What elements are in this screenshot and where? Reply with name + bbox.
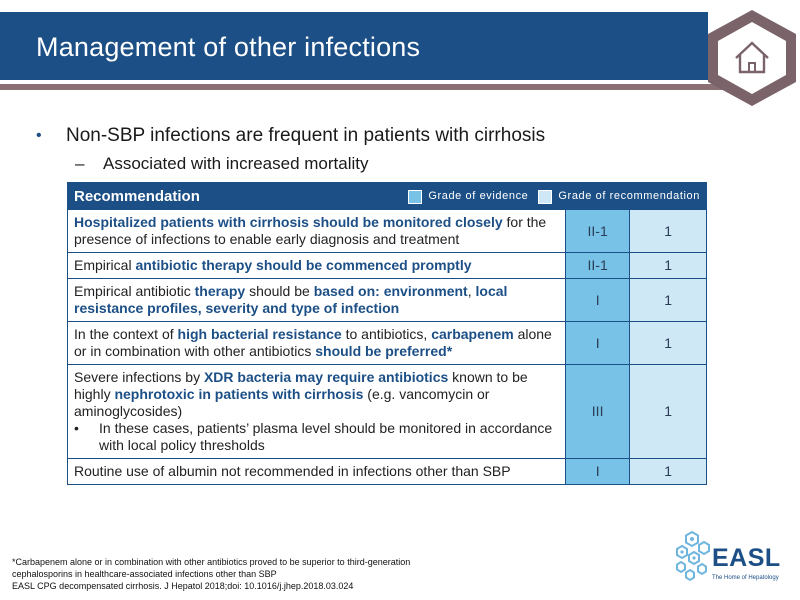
- plain-text: to antibiotics,: [341, 326, 432, 342]
- bullet-marker: •: [74, 420, 79, 436]
- grade-of-evidence: II-1: [564, 252, 631, 279]
- table-row: Hospitalized patients with cirrhosis sho…: [67, 209, 707, 253]
- plain-text: ,: [467, 283, 476, 299]
- bullet-marker: •: [36, 127, 42, 144]
- table-header-title: Recommendation: [74, 187, 200, 205]
- table-row: Severe infections by XDR bacteria may re…: [67, 364, 707, 459]
- logo-tagline: The Home of Hepatology: [712, 575, 779, 581]
- highlight-text: carbapenem: [431, 326, 514, 342]
- legend-swatch-recommendation: [538, 189, 553, 204]
- highlight-text: XDR bacteria may require antibiotics: [203, 369, 449, 385]
- plain-text: alone or in combination with other antib…: [74, 326, 552, 359]
- highlight-text: nephrotoxic in patients with cirrhosis: [114, 386, 364, 402]
- easl-logo: EASL The Home of Hepatology: [672, 528, 792, 590]
- bullet-item: • Non-SBP infections are frequent in pat…: [36, 124, 780, 148]
- recommendation-text: Empirical antibiotic therapy should be b…: [67, 278, 566, 322]
- sub-bullet-text: In these cases, patients’ plasma level s…: [99, 420, 553, 453]
- bullet-text: Non-SBP infections are frequent in patie…: [66, 125, 546, 146]
- recommendation-table: Recommendation Grade of evidence Grade o…: [67, 182, 707, 485]
- logo-hexagons-icon: [676, 530, 710, 582]
- footnote-line: *Carbapenem alone or in combination with…: [12, 557, 411, 567]
- highlight-text: therapy: [194, 283, 246, 299]
- grade-of-recommendation: 1: [629, 209, 707, 253]
- recommendation-body: Severe infections by XDR bacteria may re…: [74, 369, 559, 420]
- grade-of-recommendation: 1: [629, 458, 707, 485]
- plain-text: Empirical: [74, 257, 136, 273]
- grade-legend: Grade of evidence Grade of recommendatio…: [398, 188, 700, 205]
- logo-wordmark: EASL: [712, 544, 781, 572]
- plain-text: Severe infections by: [74, 369, 204, 385]
- slide-title: Management of other infections: [36, 32, 421, 62]
- grade-of-evidence: I: [564, 321, 631, 365]
- table-header-row: Recommendation Grade of evidence Grade o…: [67, 182, 707, 210]
- footnote-line: cephalosporins in healthcare-associated …: [12, 569, 277, 579]
- recommendation-text: Hospitalized patients with cirrhosis sho…: [67, 209, 566, 253]
- highlight-text: local resistance profiles, severity and …: [74, 283, 508, 316]
- footnote: *Carbapenem alone or in combination with…: [12, 556, 410, 592]
- highlight-text: antibiotic therapy should be commenced p…: [135, 257, 472, 273]
- recommendation-text: In the context of high bacterial resista…: [67, 321, 566, 365]
- bullet-list: • Non-SBP infections are frequent in pat…: [36, 124, 780, 176]
- recommendation-text: Empirical antibiotic therapy should be c…: [67, 252, 566, 279]
- plain-text: should be: [245, 283, 314, 299]
- grade-of-recommendation: 1: [629, 321, 707, 365]
- plain-text: Empirical antibiotic: [74, 283, 195, 299]
- recommendation-sub-bullet: • In these cases, patients’ plasma level …: [74, 420, 559, 454]
- plain-text: In the context of: [74, 326, 178, 342]
- grade-of-evidence: III: [564, 364, 631, 459]
- grade-of-recommendation: 1: [629, 278, 707, 322]
- highlight-text: based on: environment: [313, 283, 468, 299]
- legend-swatch-evidence: [408, 189, 423, 204]
- table-row: Empirical antibiotic therapy should be b…: [67, 278, 707, 322]
- sub-bullet-text: Associated with increased mortality: [103, 154, 369, 173]
- highlight-text: high bacterial resistance: [177, 326, 342, 342]
- legend-label-evidence: Grade of evidence: [428, 190, 529, 202]
- table-row: In the context of high bacterial resista…: [67, 321, 707, 365]
- grade-of-recommendation: 1: [629, 252, 707, 279]
- recommendation-text: Severe infections by XDR bacteria may re…: [67, 364, 566, 459]
- table-row: Routine use of albumin not recommended i…: [67, 458, 707, 485]
- home-button[interactable]: [704, 8, 800, 108]
- grade-of-evidence: I: [564, 278, 631, 322]
- legend-label-recommendation: Grade of recommendation: [558, 190, 700, 202]
- highlight-text: Hospitalized patients with cirrhosis sho…: [74, 214, 503, 230]
- plain-text: known to be highly: [74, 369, 528, 402]
- title-divider: [0, 84, 740, 90]
- sub-bullet-item: – Associated with increased mortality: [36, 152, 780, 176]
- title-bar: [0, 12, 708, 80]
- sub-bullet-marker: –: [75, 154, 85, 173]
- plain-text: (e.g. vancomycin or aminoglycosides): [74, 386, 490, 419]
- grade-of-evidence: I: [564, 458, 631, 485]
- plain-text: Routine use of albumin not recommended i…: [74, 463, 511, 479]
- legend-item-recommendation: Grade of recommendation: [538, 188, 700, 205]
- table-row: Empirical antibiotic therapy should be c…: [67, 252, 707, 279]
- plain-text: for the presence of infections to enable…: [74, 214, 547, 247]
- home-icon: [708, 10, 796, 106]
- citation: EASL CPG decompensated cirrhosis. J Hepa…: [12, 581, 354, 591]
- highlight-text: should be preferred*: [315, 343, 453, 359]
- recommendation-text: Routine use of albumin not recommended i…: [67, 458, 566, 485]
- table-header: Recommendation Grade of evidence Grade o…: [67, 182, 707, 210]
- grade-of-recommendation: 1: [629, 364, 707, 459]
- legend-item-evidence: Grade of evidence: [408, 188, 528, 205]
- grade-of-evidence: II-1: [564, 209, 631, 253]
